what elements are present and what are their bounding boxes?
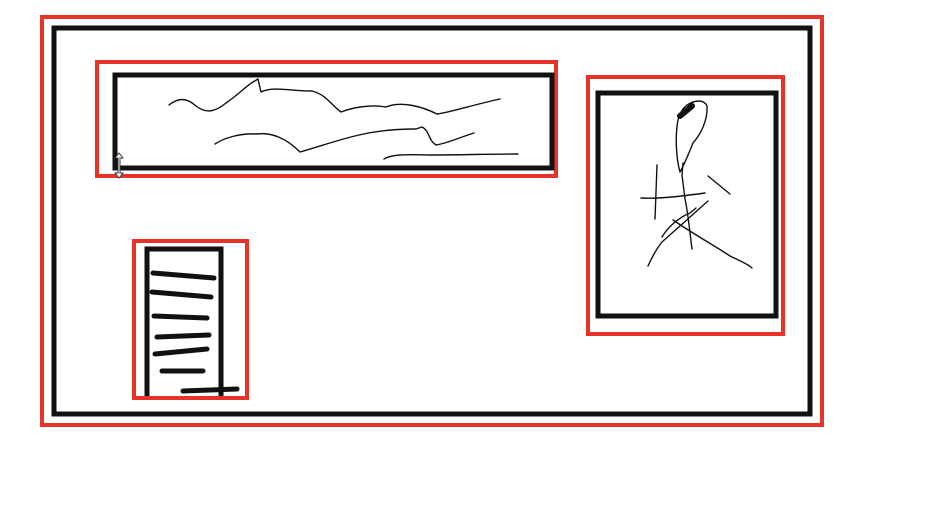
figure-sketch [640,100,753,269]
figure-leg-right [672,219,753,269]
figure-shoulder [640,192,706,199]
image-panel-highlight [586,75,785,336]
list-line [151,313,210,321]
list-panel-group[interactable] [132,239,249,400]
list-line [150,270,217,281]
banner-scribble-line-3 [383,153,519,160]
figure-arm-right [707,175,731,195]
figure-hat [677,103,695,119]
outer-frame-group [40,15,824,427]
vertical-resize-cursor-icon [113,152,125,179]
list-line [154,332,212,340]
top-banner-highlight [95,60,558,178]
banner-scribble-line-2 [214,126,475,153]
list-line [149,289,214,300]
top-banner-group[interactable] [95,60,558,178]
list-lines [149,270,240,394]
figure-leg-left [647,200,709,267]
list-panel-highlight [132,239,249,400]
banner-scribble-line-1 [168,78,501,115]
list-line [152,346,210,357]
banner-scribbles [168,78,519,160]
image-panel-group[interactable] [586,75,785,336]
outer-frame-highlight [40,15,824,427]
list-line [180,386,240,394]
figure-body [681,162,693,250]
image-panel[interactable] [595,90,779,319]
figure-arm-left [654,164,658,220]
list-panel[interactable] [144,246,224,396]
outer-frame [51,25,813,417]
top-banner-panel[interactable] [112,72,555,171]
